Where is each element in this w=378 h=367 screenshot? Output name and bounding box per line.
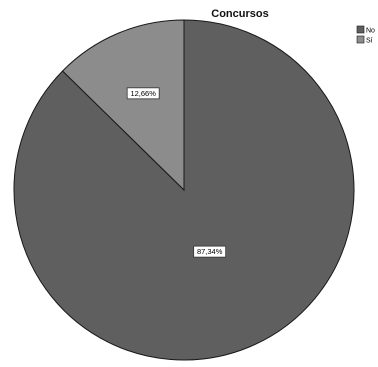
legend-label-no: No [366, 28, 375, 35]
legend-swatch-s- [356, 35, 365, 44]
data-label-box [126, 87, 160, 100]
data-label-text: 12,66% [130, 89, 156, 98]
data-label-s-: 12,66% [126, 87, 160, 100]
data-label-no: 87,34% [193, 245, 227, 258]
data-label-text: 87,34% [197, 247, 223, 256]
pie-slices [13, 19, 355, 361]
chart-title: Concursos [211, 8, 268, 20]
pie-data-labels: 87,34% 12,66% [126, 87, 227, 258]
legend-label-s-: Sí [366, 38, 373, 45]
pie-slice-s- [61, 19, 185, 192]
data-label-box [193, 245, 227, 258]
legend-swatch-no [356, 25, 365, 34]
legend: No Sí [356, 25, 375, 45]
